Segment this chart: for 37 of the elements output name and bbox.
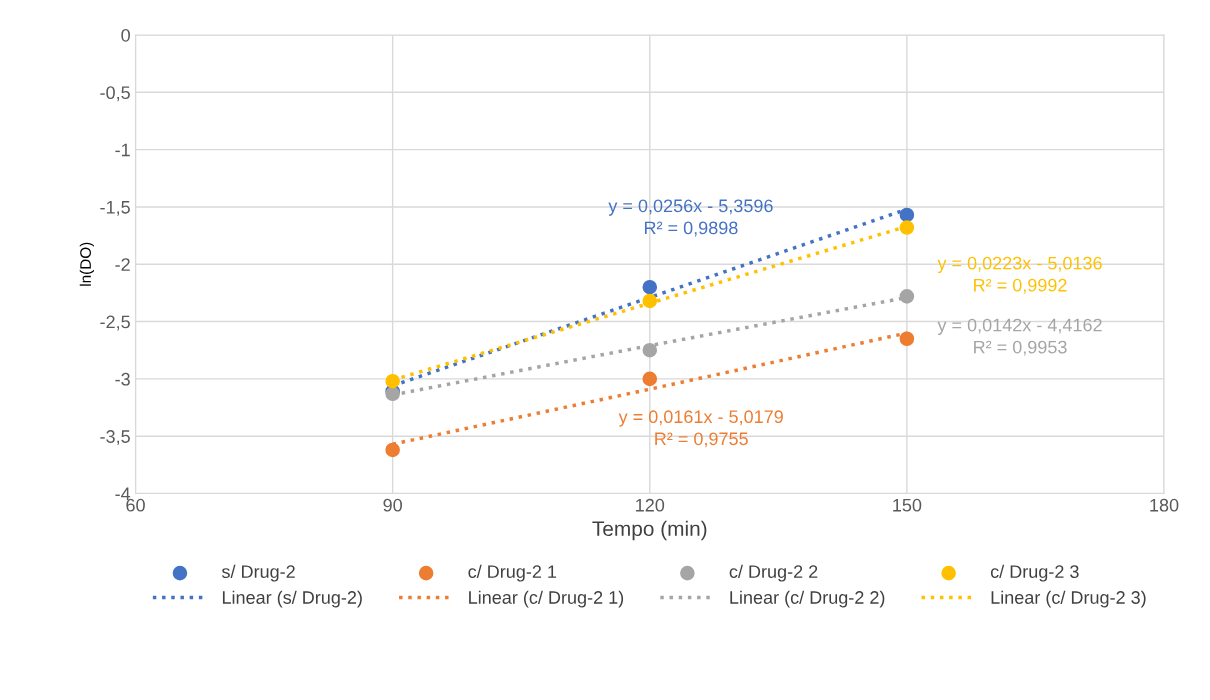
- legend-label: s/ Drug-2: [221, 564, 295, 582]
- point: [642, 342, 658, 358]
- y-tick-label: 0: [121, 28, 130, 42]
- x-tick-label: 90: [383, 498, 402, 512]
- point: [899, 207, 915, 223]
- point: [899, 220, 915, 235]
- y-axis-title: ln(DO): [79, 242, 94, 286]
- annotation: y = 0,0142x - 4,4162 R² = 0,9953: [937, 318, 1102, 356]
- point: [899, 289, 915, 304]
- point: [385, 442, 400, 458]
- legend-label: c/ Drug-2 3: [990, 564, 1079, 582]
- x-tick-label: 180: [1150, 498, 1179, 512]
- y-tick-label: -2: [115, 258, 130, 271]
- x-tick-label: 150: [893, 498, 922, 512]
- point: [642, 279, 658, 295]
- point: [899, 331, 915, 347]
- legend-label: Linear (c/ Drug-2 3): [991, 590, 1146, 608]
- y-tick-label: -0,5: [100, 86, 130, 102]
- y-tick-label: -2,5: [100, 315, 130, 331]
- x-tick-label: 60: [126, 498, 145, 512]
- annotation: y = 0,0161x - 5,0179 R² = 0,9755: [618, 410, 783, 448]
- y-tick-label: -3: [115, 372, 130, 386]
- legend-label: Linear (c/ Drug-2 2): [730, 590, 885, 608]
- x-axis-title: Tempo (min): [592, 520, 707, 541]
- point: [642, 371, 658, 387]
- legend-label: Linear (s/ Drug-2): [222, 590, 362, 608]
- annotation: y = 0,0256x - 5,3596 R² = 0,9898: [608, 199, 773, 237]
- annotation: y = 0,0223x - 5,0136 R² = 0,9992: [937, 256, 1102, 294]
- legend-label: c/ Drug-2 2: [729, 564, 818, 582]
- y-tick-label: -1: [115, 143, 130, 157]
- point: [642, 293, 658, 309]
- legend-label: Linear (c/ Drug-2 1): [469, 590, 624, 608]
- legend-label: c/ Drug-2 1: [468, 564, 557, 582]
- x-tick-label: 120: [636, 498, 665, 512]
- y-tick-label: -1,5: [100, 201, 130, 216]
- point: [385, 373, 400, 389]
- y-tick-label: -3,5: [100, 430, 130, 446]
